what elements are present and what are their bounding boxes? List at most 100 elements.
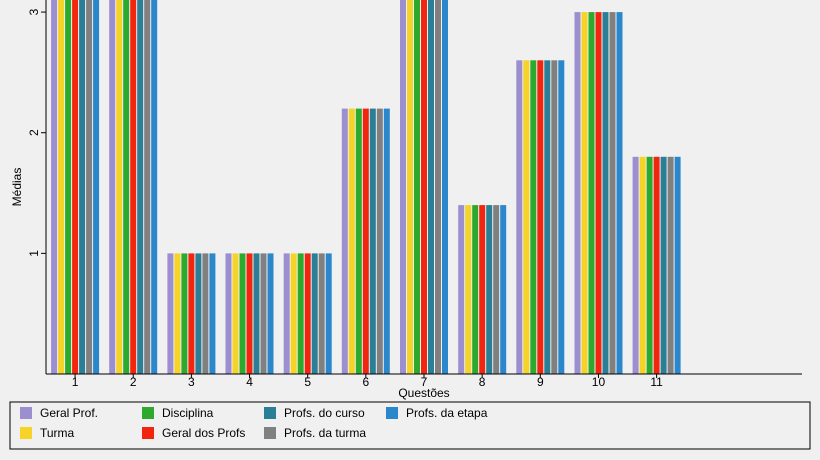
bar-q8-s1 xyxy=(458,205,465,374)
bar-q11-s7 xyxy=(674,156,681,374)
bar-q10-s3 xyxy=(588,12,595,374)
x-tick-label: 5 xyxy=(304,375,311,389)
bar-q7-s7 xyxy=(442,0,448,374)
bar-q5-s1 xyxy=(283,253,290,374)
bar-q10-s2 xyxy=(581,12,588,374)
bar-q11-s2 xyxy=(639,156,646,374)
bar-q4-s4 xyxy=(246,253,253,374)
bar-q9-s7 xyxy=(558,60,565,374)
bar-q4-s2 xyxy=(232,253,239,374)
bar-q11-s5 xyxy=(660,156,667,374)
x-tick-label: 3 xyxy=(188,375,195,389)
x-tick-label: 8 xyxy=(479,375,486,389)
bar-q11-s1 xyxy=(632,156,639,374)
bar-q3-s3 xyxy=(181,253,188,374)
bar-q8-s2 xyxy=(465,205,472,374)
bar-q1-s7 xyxy=(93,0,100,374)
x-tick-label: 11 xyxy=(650,375,663,389)
bar-q10-s4 xyxy=(595,12,602,374)
bar-q4-s5 xyxy=(253,253,260,374)
bar-q5-s5 xyxy=(311,253,318,374)
x-tick-label: 9 xyxy=(537,375,544,389)
bar-q8-s3 xyxy=(472,205,479,374)
bar-q1-s5 xyxy=(79,0,86,374)
x-tick-label: 10 xyxy=(592,375,606,389)
y-tick-label: 1 xyxy=(27,250,41,257)
bar-q6-s2 xyxy=(348,108,355,374)
bar-q8-s5 xyxy=(486,205,493,374)
legend-label: Disciplina xyxy=(162,406,214,420)
bar-q3-s2 xyxy=(174,253,181,374)
bar-q6-s4 xyxy=(362,108,369,374)
bar-q3-s5 xyxy=(195,253,202,374)
bar-q4-s3 xyxy=(239,253,246,374)
bar-q6-s6 xyxy=(376,108,383,374)
bar-q10-s7 xyxy=(616,12,623,374)
bar-q7-s3 xyxy=(414,0,420,374)
bar-q2-s4 xyxy=(130,0,137,374)
bar-q2-s7 xyxy=(151,0,158,374)
bar-q1-s3 xyxy=(65,0,72,374)
x-axis-title: Questões xyxy=(398,386,449,400)
y-tick-label: 2 xyxy=(27,129,41,136)
bar-q5-s6 xyxy=(318,253,325,374)
bar-q9-s3 xyxy=(530,60,537,374)
bar-q5-s3 xyxy=(297,253,304,374)
legend-swatch xyxy=(20,427,32,439)
bar-q9-s2 xyxy=(523,60,530,374)
bar-q9-s5 xyxy=(544,60,551,374)
bar-q5-s4 xyxy=(304,253,311,374)
bar-q11-s4 xyxy=(653,156,660,374)
bar-q6-s1 xyxy=(341,108,348,374)
legend-label: Profs. da turma xyxy=(284,426,366,440)
bar-q10-s6 xyxy=(609,12,616,374)
bar-q3-s7 xyxy=(209,253,216,374)
legend-swatch xyxy=(20,407,32,419)
bar-q5-s7 xyxy=(325,253,332,374)
bar-q9-s4 xyxy=(537,60,544,374)
legend-label: Profs. do curso xyxy=(284,406,365,420)
bar-q10-s5 xyxy=(602,12,609,374)
bar-q6-s7 xyxy=(383,108,390,374)
bar-q3-s1 xyxy=(167,253,174,374)
legend: Geral Prof. Turma Disciplina Geral dos Prof… xyxy=(9,401,811,450)
bar-q9-s6 xyxy=(551,60,558,374)
bars-group xyxy=(51,0,681,374)
bar-q1-s1 xyxy=(51,0,58,374)
x-tick-label: 1 xyxy=(72,375,79,389)
bar-q8-s4 xyxy=(479,205,486,374)
bar-q7-s4 xyxy=(421,0,427,374)
bar-q7-s2 xyxy=(407,0,413,374)
bar-q3-s6 xyxy=(202,253,209,374)
x-tick-label: 4 xyxy=(246,375,253,389)
bar-q11-s6 xyxy=(667,156,674,374)
y-tick-label: 3 xyxy=(27,8,41,15)
bar-q1-s6 xyxy=(86,0,93,374)
bar-q2-s1 xyxy=(109,0,116,374)
bar-q7-s1 xyxy=(400,0,406,374)
bar-q1-s2 xyxy=(58,0,65,374)
bar-q7-s5 xyxy=(428,0,434,374)
legend-label: Profs. da etapa xyxy=(406,406,488,420)
x-tick-label: 7 xyxy=(421,375,428,389)
bar-q5-s2 xyxy=(290,253,297,374)
bar-q3-s4 xyxy=(188,253,195,374)
x-tick-label: 6 xyxy=(363,375,370,389)
bar-q2-s3 xyxy=(123,0,130,374)
bar-q1-s4 xyxy=(72,0,79,374)
bar-q4-s7 xyxy=(267,253,274,374)
bar-q2-s2 xyxy=(116,0,123,374)
legend-swatch xyxy=(142,407,154,419)
bar-q8-s7 xyxy=(500,205,507,374)
legend-swatch xyxy=(264,407,276,419)
bar-q4-s6 xyxy=(260,253,267,374)
legend-label: Geral dos Profs xyxy=(162,426,245,440)
bar-q2-s6 xyxy=(144,0,151,374)
bar-q6-s3 xyxy=(355,108,362,374)
x-tick-label: 2 xyxy=(130,375,137,389)
legend-swatch xyxy=(264,427,276,439)
bar-q11-s3 xyxy=(646,156,653,374)
bar-q4-s1 xyxy=(225,253,232,374)
